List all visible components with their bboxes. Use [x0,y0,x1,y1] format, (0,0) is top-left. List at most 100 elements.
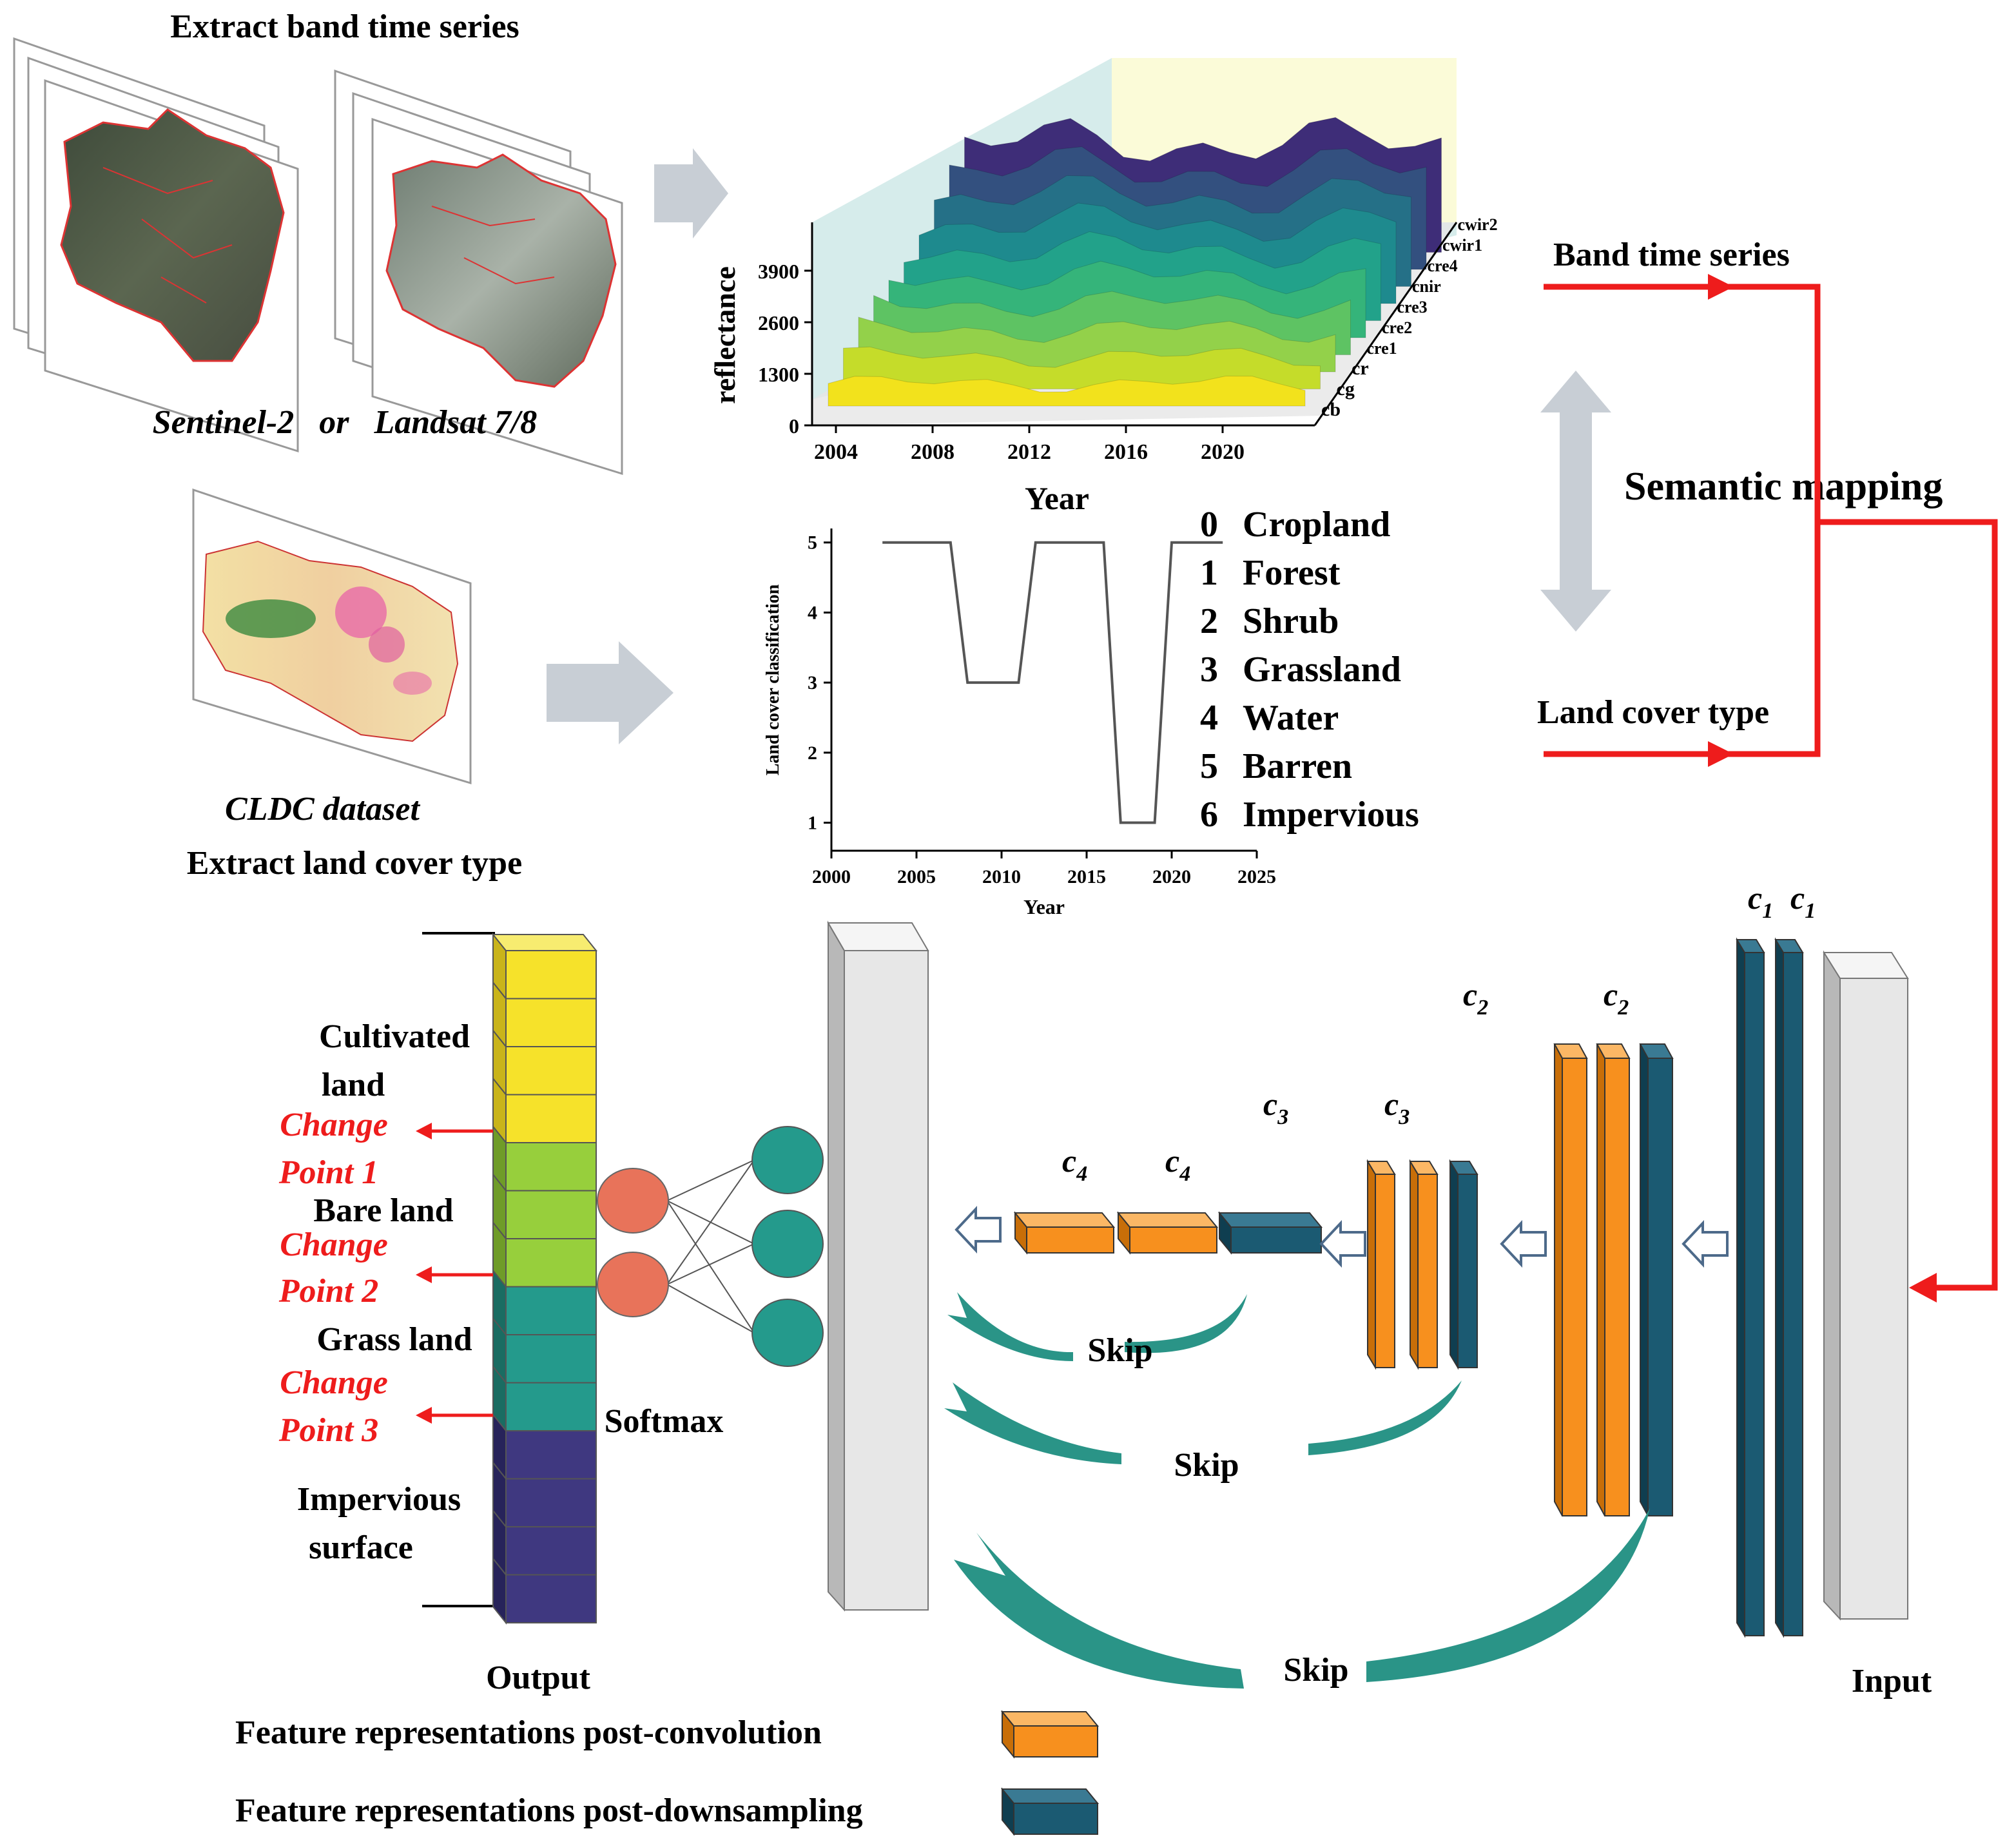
extract-band-title: Extract band time series [170,8,519,45]
extract-lc-caption: Extract land cover type [187,845,522,882]
band-ribbon-cb [828,375,1306,407]
impervious-label-2: surface [309,1529,413,1566]
double-arrow-icon [1540,371,1611,632]
impervious-label-1: Impervious [297,1481,461,1518]
land-cover-series-line [882,541,1223,824]
legend-down-swatch [1000,1787,1100,1836]
output-cell [505,1286,597,1335]
legend-conv-label: Feature representations post-convolution [235,1714,822,1751]
hollow-arrow-left-icon [955,1205,1002,1254]
skip-arc-large [954,1508,1650,1689]
output-cell [505,998,597,1047]
channel-label: c2 [1604,976,1629,1020]
band-label-cb: cb [1321,399,1341,420]
hollow-arrow-left-icon [1500,1219,1547,1268]
arrow-right-icon [654,148,728,238]
sentinel-image-stack [13,37,299,453]
sensor-caption: Sentinel-2 or Landsat 7/8 [153,404,538,441]
output-column [422,932,598,1625]
output-cell [505,1190,597,1239]
band-ribbon-cg [843,346,1321,389]
red-arrow-icon [416,1407,432,1424]
hidden-node [751,1210,824,1278]
lc-xtick: 2005 [897,866,936,887]
output-cell [505,1382,597,1431]
channel-label: c1 [1790,880,1816,923]
ts3d-xlabel: Year [1025,480,1089,516]
bare-label: Bare land [313,1192,453,1229]
skip-label-1: Skip [1087,1332,1152,1369]
skip-label-2: Skip [1174,1447,1239,1484]
lc-ylabel: Land cover classification [763,584,783,775]
encoder-feature-blocks [1013,937,1804,1638]
lc-ytick: 1 [808,813,817,834]
channel-label: c3 [1263,1086,1288,1129]
output-cell [505,1238,597,1288]
point-label-2: Point 2 [278,1273,379,1310]
output-cell [505,950,597,1000]
c3-down-block [1449,1159,1478,1370]
lc-ytick: 4 [808,602,817,623]
class-name: Cropland [1243,505,1390,545]
output-cell [505,1094,597,1143]
c2-conv-block [1596,1043,1631,1516]
ts3d-ytick: 2600 [758,311,799,334]
cultivated-label-2: land [322,1067,385,1103]
class-number: 5 [1200,746,1218,786]
class-name: Grassland [1243,650,1401,690]
softmax-output-node [597,1168,669,1234]
class-name: Forest [1243,553,1341,593]
c4-conv-block [1013,1211,1116,1255]
hollow-arrow-left-icon [1682,1219,1729,1268]
channel-label: c4 [1165,1143,1190,1186]
input-feature-bar [1823,950,1909,1621]
decoder-feature-bar [827,920,929,1612]
red-arrow-icon [1708,274,1734,300]
c3-conv-block [1409,1159,1439,1370]
class-number: 4 [1200,698,1218,738]
legend-down-label: Feature representations post-downsamplin… [235,1792,863,1829]
band-label-cg: cg [1337,378,1355,400]
hollow-arrow-left-icon [1319,1219,1366,1268]
ts3d-xtick: 2020 [1201,440,1245,464]
red-arrow-icon [1909,1273,1937,1303]
lc-xtick: 2015 [1067,866,1106,887]
band-label-cre1: cre1 [1367,339,1397,358]
change-label-3: Change [280,1364,388,1401]
skip-arc-small [947,1292,1247,1361]
red-arrow-icon [1708,741,1734,767]
ts3d-xtick: 2016 [1104,440,1148,464]
change-label-2: Change [280,1226,388,1263]
point-label-3: Point 3 [278,1412,379,1449]
cldc-caption: CLDC dataset [225,791,420,828]
output-cell [505,1430,597,1480]
ts3d-ylabel: reflectance [708,266,741,404]
output-cell [505,1574,597,1623]
hidden-node [751,1299,824,1367]
channel-label: c2 [1463,976,1488,1020]
channel-label: c3 [1384,1086,1410,1129]
softmax-output-node [597,1252,669,1317]
arrow-right-icon [547,641,674,744]
cultivated-label-1: Cultivated [319,1018,470,1055]
class-name: Shrub [1243,601,1339,641]
lc-xtick: 2025 [1237,866,1276,887]
class-number: 0 [1200,505,1218,545]
c1-block [1774,937,1804,1638]
ts3d-xtick: 2008 [911,440,955,464]
cldc-land-cover-map [192,488,472,785]
ts3d-ytick: 1300 [758,363,799,386]
input-label: Input [1852,1663,1932,1700]
ts3d-xtick: 2004 [814,440,858,464]
landsat-image-stack [334,69,623,476]
ts3d-xtick: 2012 [1007,440,1051,464]
band-label-cre4: cre4 [1428,257,1458,275]
c4-conv-block [1116,1211,1219,1255]
class-name: Water [1243,698,1339,738]
red-arrow-icon [416,1266,432,1283]
softmax-label: Softmax [605,1403,724,1440]
legend-conv-swatch [1000,1710,1100,1759]
c2-down-block [1639,1043,1674,1516]
lc-xtick: 2000 [812,866,851,887]
c4-down-block [1217,1211,1323,1255]
